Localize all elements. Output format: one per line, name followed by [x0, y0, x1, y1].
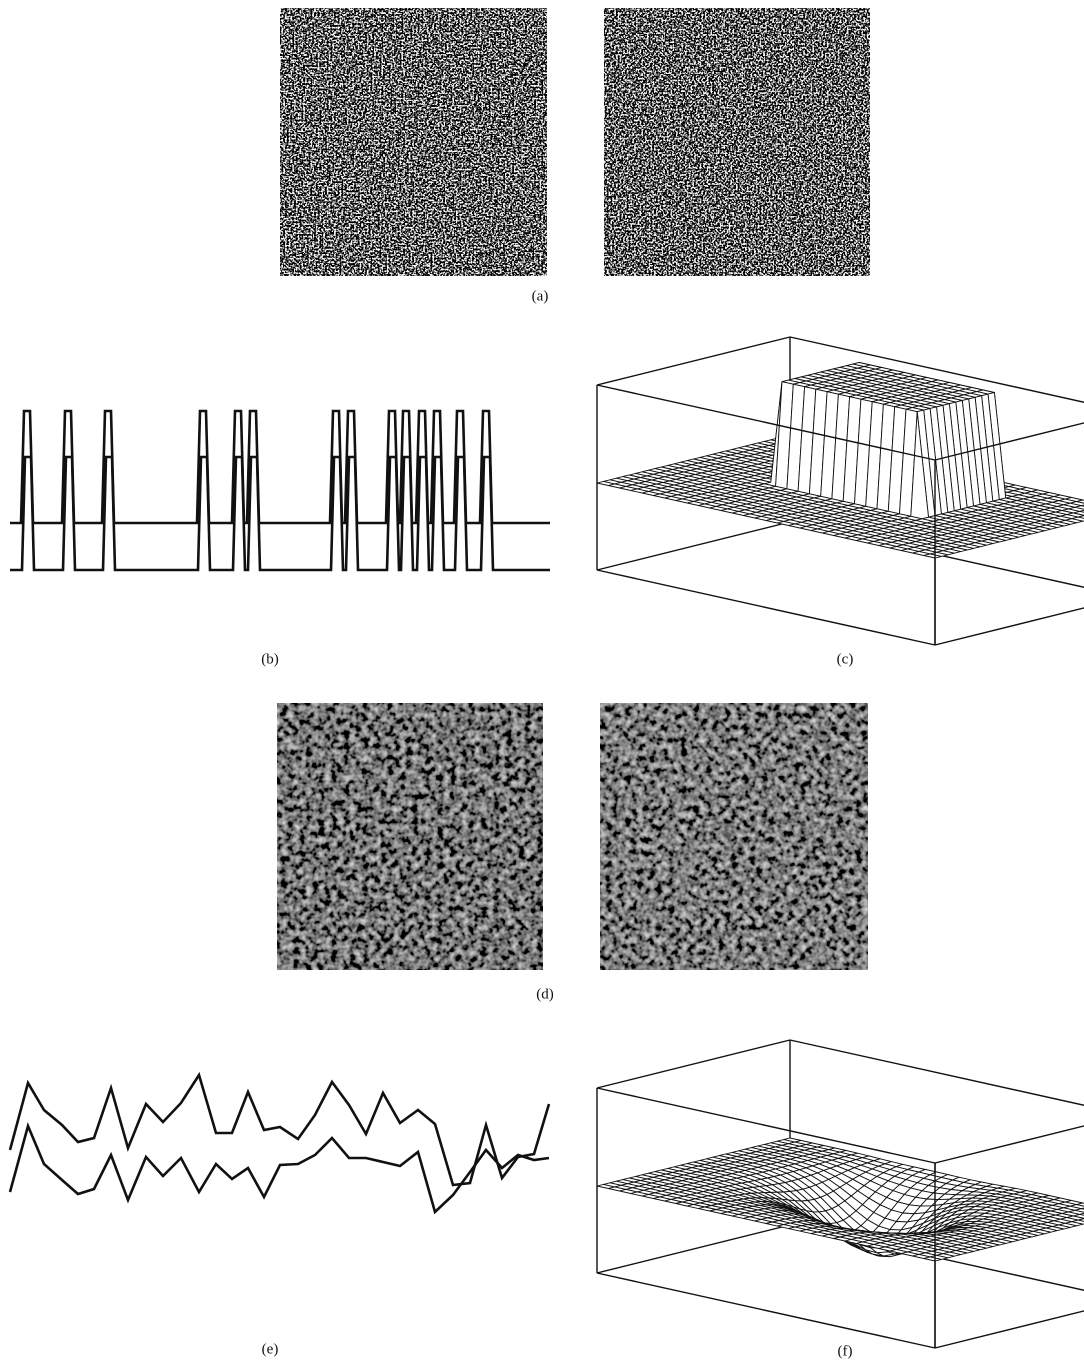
box-edge [597, 522, 790, 570]
panel-label: (f) [838, 1343, 853, 1359]
figure: (a) (b) (c) (d) (e) (f) [0, 0, 1084, 1366]
surface-plot [597, 1040, 1084, 1348]
panel-label: (e) [262, 1341, 279, 1357]
filtered-image-right [600, 703, 868, 970]
filtered-image-left [277, 703, 543, 970]
panel-label: (c) [837, 651, 854, 667]
page: (a) (b) (c) (d) (e) (f) (() => { const d… [0, 0, 1084, 1366]
trace [10, 457, 550, 570]
panel-label: (b) [261, 651, 279, 667]
scanline-plot [10, 411, 550, 570]
box-edge [935, 1115, 1084, 1163]
box-edge [597, 337, 790, 385]
box-edge [935, 597, 1084, 645]
box-edge [935, 1300, 1084, 1348]
surface-plot [597, 337, 1084, 645]
panel-label: (d) [536, 986, 554, 1002]
box-edge [790, 1040, 1084, 1115]
box-edge [597, 1273, 935, 1348]
scanline-plot [10, 1075, 549, 1212]
box-edge [597, 1040, 790, 1088]
box-edge [597, 1225, 790, 1273]
box-edge [597, 570, 935, 645]
trace [10, 411, 550, 523]
stereo-image-left [280, 8, 547, 276]
panel-label: (a) [532, 288, 549, 304]
stereo-image-right [604, 8, 870, 276]
